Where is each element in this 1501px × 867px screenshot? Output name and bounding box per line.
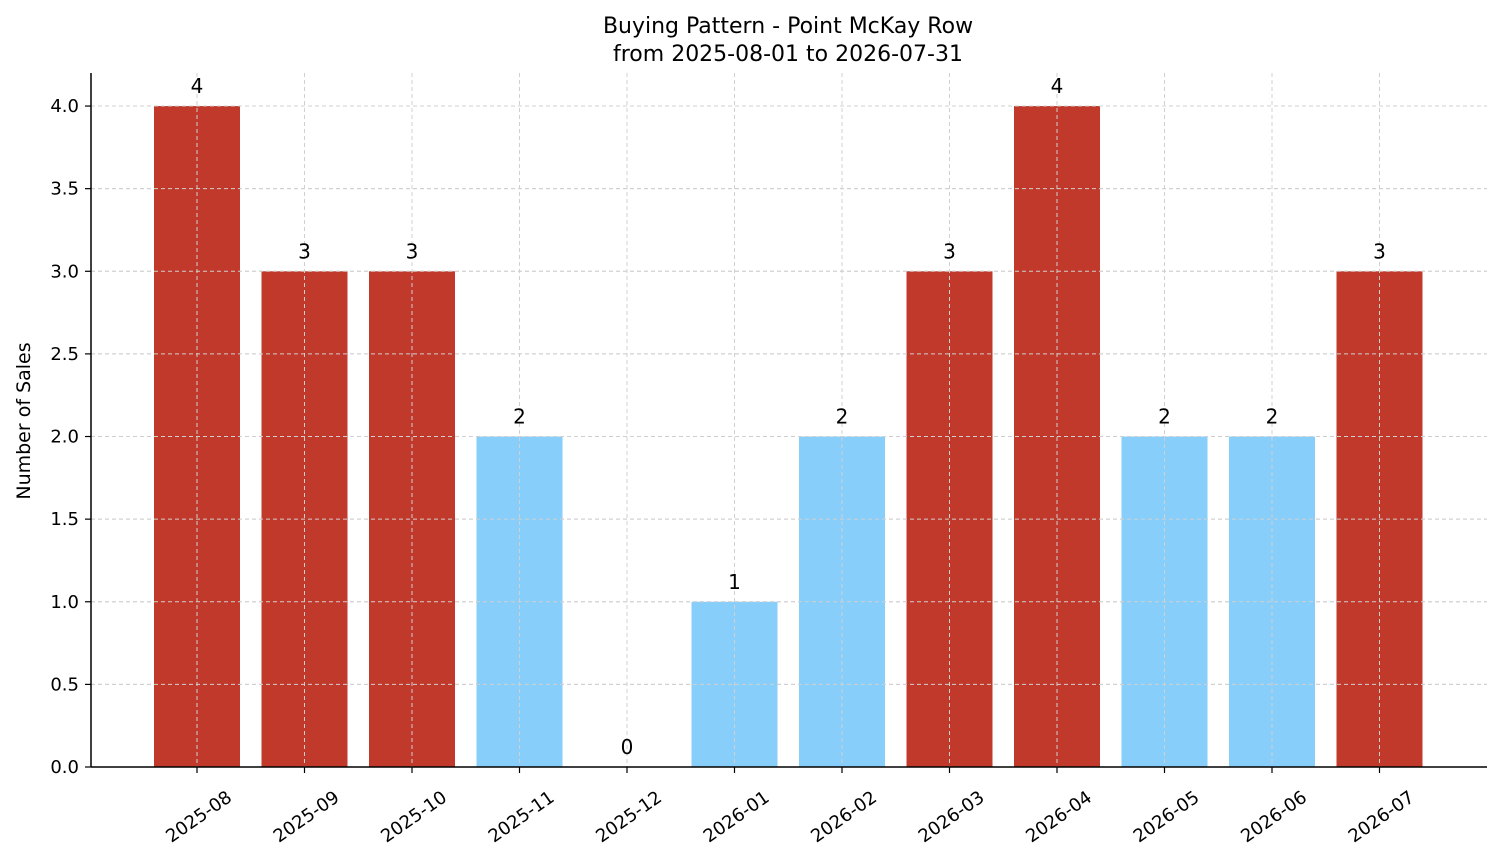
y-tick-label: 1.0 <box>50 592 79 613</box>
x-tick-label: 2026-04 <box>1022 787 1096 847</box>
data-label: 2 <box>836 405 849 429</box>
y-tick-label: 2.0 <box>50 427 79 448</box>
x-tick-label: 2026-07 <box>1345 787 1419 847</box>
x-tick-label: 2025-12 <box>592 787 666 847</box>
data-label: 3 <box>1373 239 1386 263</box>
data-label: 4 <box>1051 74 1064 98</box>
x-tick-label: 2025-08 <box>162 787 236 847</box>
y-tick-label: 1.5 <box>50 509 79 530</box>
data-label: 3 <box>943 239 956 263</box>
data-label: 2 <box>513 405 526 429</box>
x-tick-label: 2026-01 <box>700 787 774 847</box>
data-label: 2 <box>1158 405 1171 429</box>
x-tick-label: 2026-02 <box>807 787 881 847</box>
y-tick-label: 2.5 <box>50 344 79 365</box>
data-label: 0 <box>621 735 634 759</box>
data-label: 4 <box>191 74 204 98</box>
x-tick-label: 2025-09 <box>270 787 344 847</box>
x-tick-label: 2026-03 <box>915 787 989 847</box>
y-tick-label: 0.0 <box>50 757 79 778</box>
chart-title: Buying Pattern - Point McKay Row <box>603 14 973 39</box>
x-tick-label: 2026-06 <box>1237 787 1311 847</box>
data-labels: 4 3 3 2 0 1 2 3 4 2 2 3 <box>191 74 1386 759</box>
data-label: 3 <box>406 239 419 263</box>
data-label: 3 <box>298 239 311 263</box>
x-tick-label: 2025-10 <box>377 787 451 847</box>
y-axis-label: Number of Sales <box>13 342 35 499</box>
y-tick-label: 4.0 <box>50 96 79 117</box>
data-label: 1 <box>728 570 741 594</box>
data-label: 2 <box>1266 405 1279 429</box>
y-tick-label: 0.5 <box>50 674 79 695</box>
chart-subtitle: from 2025-08-01 to 2026-07-31 <box>613 42 963 67</box>
y-tick-label: 3.5 <box>50 179 79 200</box>
bars <box>91 73 1487 768</box>
x-tick-label: 2025-11 <box>485 787 559 847</box>
x-tick-label: 2026-05 <box>1130 787 1204 847</box>
y-tick-label: 3.0 <box>50 261 79 282</box>
